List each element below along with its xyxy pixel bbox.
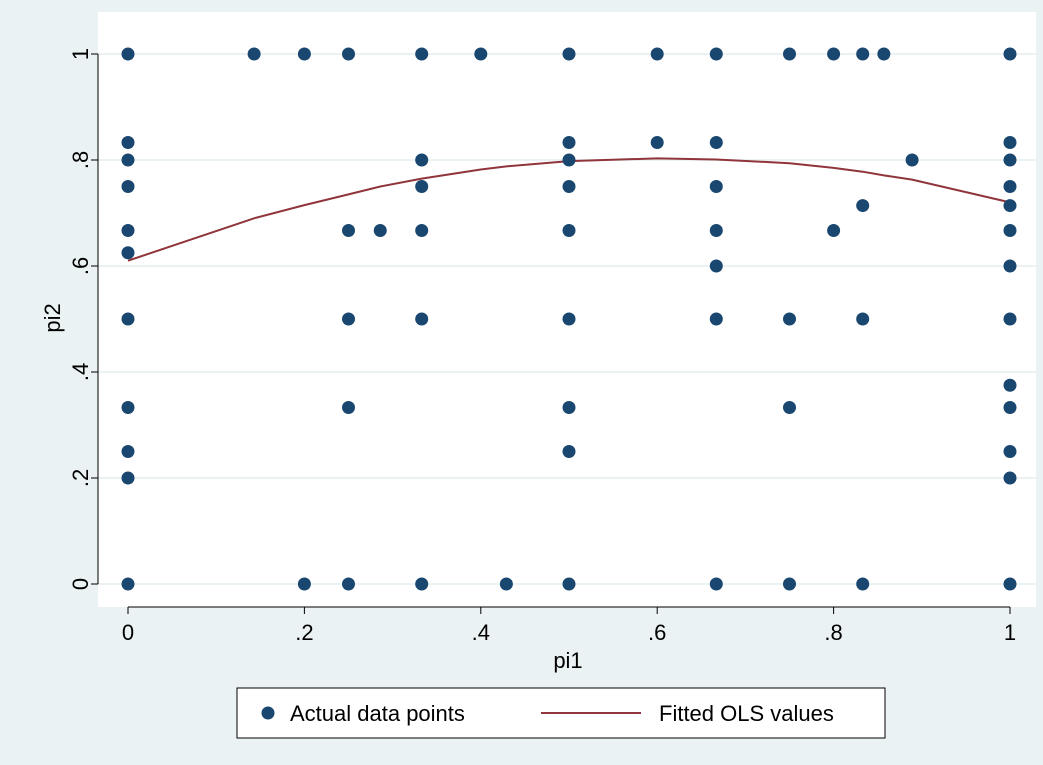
data-point-39	[121, 246, 135, 260]
data-point-9	[783, 47, 796, 61]
axes: 0 .2 .4 .6 .8 1 0 .2 .4 .6 .8 1	[68, 48, 1016, 645]
data-point-66	[562, 577, 576, 591]
legend: Actual data points Fitted OLS values	[236, 687, 886, 739]
data-point-30	[1003, 199, 1017, 213]
legend-label-line: Fitted OLS values	[659, 701, 834, 726]
y-tick-label-3: .6	[68, 257, 93, 275]
y-tick-label-0: 0	[68, 578, 93, 590]
data-point-55	[1003, 401, 1017, 415]
data-point-10	[827, 47, 841, 61]
data-point-45	[562, 312, 576, 326]
data-point-51	[121, 401, 135, 415]
data-point-23	[1003, 153, 1017, 167]
x-tick-label-1: .2	[295, 620, 313, 645]
data-point-20	[415, 153, 429, 167]
data-point-3	[342, 47, 355, 61]
data-point-21	[562, 153, 576, 167]
data-point-16	[650, 136, 664, 150]
data-point-34	[415, 223, 429, 237]
data-point-42	[121, 312, 135, 326]
data-point-43	[342, 312, 355, 326]
data-point-19	[121, 153, 135, 167]
data-point-35	[562, 223, 576, 237]
plot-area	[98, 12, 1036, 607]
data-point-68	[783, 577, 796, 591]
data-point-60	[1003, 471, 1017, 485]
data-point-64	[415, 577, 429, 591]
y-tick-label-1: .2	[68, 469, 93, 487]
data-point-44	[415, 312, 429, 326]
data-point-18	[1003, 136, 1017, 150]
data-point-61	[121, 577, 135, 591]
data-point-47	[783, 312, 796, 326]
data-point-57	[562, 445, 576, 458]
data-point-17	[709, 136, 723, 150]
data-point-52	[342, 401, 355, 415]
data-point-49	[1003, 312, 1017, 326]
data-points-layer	[121, 47, 1017, 591]
data-point-27	[709, 180, 723, 193]
data-point-6	[562, 47, 576, 61]
data-point-11	[856, 47, 870, 61]
data-point-14	[121, 136, 135, 150]
data-point-65	[499, 577, 513, 591]
data-point-33	[373, 223, 387, 237]
data-point-38	[1003, 223, 1017, 237]
y-tick-label-4: .8	[68, 151, 93, 169]
data-point-13	[1003, 47, 1017, 61]
x-tick-label-5: 1	[1004, 620, 1016, 645]
x-axis-label: pi1	[553, 648, 582, 673]
data-point-24	[121, 180, 135, 193]
data-point-36	[709, 223, 723, 237]
data-point-4	[415, 47, 429, 61]
data-point-28	[1003, 180, 1017, 193]
data-point-58	[1003, 445, 1017, 458]
data-point-59	[121, 471, 135, 485]
x-tick-label-4: .8	[824, 620, 842, 645]
data-point-8	[709, 47, 723, 61]
data-point-25	[415, 180, 429, 193]
data-point-63	[342, 577, 355, 591]
x-tick-label-0: 0	[122, 620, 134, 645]
data-point-67	[709, 577, 723, 591]
data-point-32	[342, 223, 355, 237]
data-point-12	[877, 47, 891, 61]
y-tick-label-5: 1	[68, 48, 93, 60]
data-point-22	[905, 153, 919, 167]
data-point-48	[856, 312, 870, 326]
data-point-70	[1003, 577, 1017, 591]
y-axis-label: pi2	[40, 303, 65, 332]
data-point-2	[297, 47, 311, 61]
data-point-15	[562, 136, 576, 150]
data-point-46	[709, 312, 723, 326]
data-point-31	[121, 223, 135, 237]
data-point-62	[297, 577, 311, 591]
data-point-53	[562, 401, 576, 415]
data-point-69	[856, 577, 870, 591]
data-point-54	[783, 401, 796, 415]
data-point-40	[709, 259, 723, 273]
data-point-50	[1003, 378, 1017, 392]
legend-marker-points	[261, 706, 275, 720]
data-point-1	[247, 47, 261, 61]
legend-label-points: Actual data points	[290, 701, 465, 726]
data-point-26	[562, 180, 576, 193]
data-point-29	[856, 199, 870, 213]
data-point-5	[474, 47, 488, 61]
data-point-56	[121, 445, 135, 458]
data-point-41	[1003, 259, 1017, 273]
x-tick-label-3: .6	[648, 620, 666, 645]
data-point-7	[650, 47, 664, 61]
data-point-37	[827, 223, 841, 237]
y-tick-label-2: .4	[68, 363, 93, 381]
data-point-0	[121, 47, 135, 61]
x-tick-label-2: .4	[472, 620, 490, 645]
